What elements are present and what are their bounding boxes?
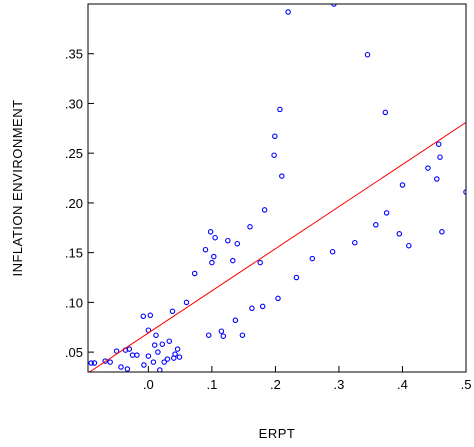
data-point: [164, 356, 171, 362]
data-point: [261, 207, 268, 213]
data-point: [118, 364, 124, 370]
data-point: [207, 229, 214, 235]
data-point: [239, 332, 246, 338]
data-point: [259, 303, 266, 310]
data-point: [91, 360, 98, 366]
data-point: [159, 341, 166, 347]
y-axis: .05 .10 .15 .20 .25 .30 .35: [65, 47, 94, 360]
data-point: [399, 182, 406, 188]
data-point: [145, 353, 152, 359]
data-point: [406, 242, 412, 249]
plot-frame: [87, 3, 467, 373]
data-point: [439, 229, 445, 235]
y-tick-label: .05: [65, 345, 83, 360]
data-point: [113, 348, 120, 354]
x-axis: .0 .1 .2 .3 .4 .5: [143, 366, 471, 392]
data-point: [275, 295, 281, 302]
data-point: [169, 308, 176, 315]
x-tick-label: .0: [143, 377, 154, 392]
data-point: [220, 333, 227, 339]
data-point: [174, 346, 181, 352]
data-point: [166, 338, 173, 344]
data-point: [183, 299, 190, 306]
data-point: [234, 240, 241, 247]
data-point: [271, 152, 277, 158]
data-point: [151, 342, 158, 348]
data-point: [153, 332, 159, 338]
y-tick-label: .10: [65, 295, 83, 310]
data-point: [161, 359, 167, 365]
fit-line: [88, 121, 466, 372]
data-point: [102, 358, 108, 364]
y-axis-title: INFLATION ENVIRONMENT: [10, 99, 25, 276]
data-point: [176, 354, 183, 360]
data-point: [383, 210, 390, 216]
data-point: [230, 257, 236, 264]
data-point: [309, 255, 316, 262]
data-point: [126, 346, 133, 352]
data-point: [150, 359, 157, 365]
y-tick-label: .20: [65, 196, 83, 211]
data-point: [141, 362, 147, 368]
data-point: [293, 274, 300, 281]
data-point: [247, 224, 253, 230]
data-point: [382, 109, 389, 116]
data-point: [329, 248, 336, 255]
data-point: [202, 246, 209, 253]
data-point: [285, 9, 291, 15]
data-point: [129, 352, 136, 358]
data-point: [396, 231, 403, 237]
data-point: [437, 154, 443, 160]
x-tick-label: .5: [461, 377, 472, 392]
data-points: [88, 4, 466, 372]
fit-line-layer: [88, 121, 466, 372]
x-tick-label: .2: [270, 377, 281, 392]
data-point: [364, 51, 371, 58]
data-point: [212, 234, 218, 241]
data-point: [425, 165, 431, 171]
x-tick-label: .4: [397, 377, 408, 392]
x-tick-label: .3: [334, 377, 345, 392]
data-point: [155, 349, 161, 355]
data-point: [225, 237, 231, 244]
data-point: [88, 360, 94, 366]
data-point: [257, 259, 263, 266]
data-point: [434, 176, 440, 182]
data-point: [249, 305, 255, 312]
data-point: [191, 270, 198, 277]
data-point: [124, 366, 131, 372]
data-point: [205, 332, 212, 338]
data-point: [211, 253, 217, 260]
y-tick-label: .25: [65, 146, 83, 161]
data-point: [232, 317, 239, 324]
data-point: [277, 106, 283, 113]
data-point: [352, 239, 358, 246]
data-point: [172, 351, 178, 357]
data-point: [107, 359, 113, 365]
y-tick-label: .30: [65, 96, 83, 111]
data-point: [157, 367, 163, 372]
data-point: [331, 4, 337, 7]
data-point: [373, 222, 379, 228]
data-point: [134, 352, 140, 358]
data-point: [147, 312, 154, 319]
y-tick-label: .15: [65, 246, 83, 261]
data-point: [209, 259, 215, 266]
data-point: [435, 141, 442, 147]
y-tick-label: .35: [65, 47, 83, 62]
x-axis-title: ERPT: [259, 426, 296, 441]
data-point: [272, 133, 278, 140]
x-tick-label: .1: [206, 377, 217, 392]
data-point: [140, 313, 147, 320]
data-point: [218, 328, 225, 334]
data-point: [279, 173, 285, 179]
